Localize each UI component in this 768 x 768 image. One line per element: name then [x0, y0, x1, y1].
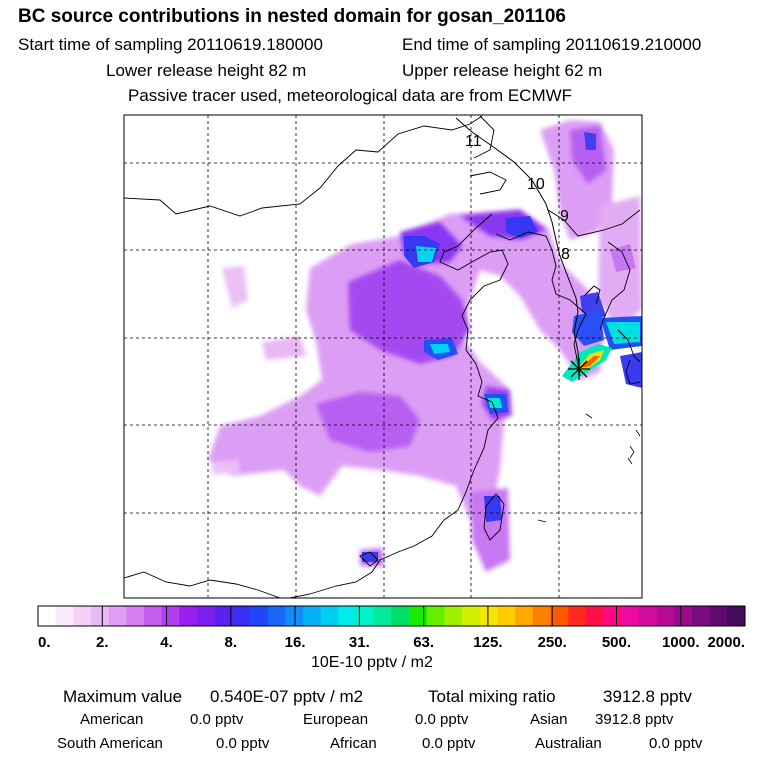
colorbar-swatch	[532, 606, 552, 626]
star-marker-icon	[568, 358, 590, 380]
region-name-asian: Asian	[530, 711, 568, 728]
trajectory-label-10: 10	[527, 176, 545, 193]
colorbar-tick-label: 2.	[96, 634, 109, 651]
colorbar-swatch	[373, 606, 392, 626]
map-frame	[123, 114, 643, 599]
max-value: 0.540E-07 pptv / m2	[210, 687, 364, 706]
colorbar-swatch	[338, 606, 357, 626]
colorbar-swatch	[55, 606, 74, 626]
colorbar-tick-label: 1000.	[662, 634, 700, 651]
colorbar-labels: 0. 2. 4. 8. 16. 31. 63. 125. 250. 500. 1000. 2000.	[38, 634, 745, 651]
colorbar-swatch	[179, 606, 198, 626]
region-name-australian: Australian	[535, 735, 602, 752]
colorbar-tick-label: 0.	[38, 634, 51, 651]
colorbar-ticks	[37, 606, 746, 626]
colorbar-swatch	[144, 606, 163, 626]
colorbar-tick-label: 31.	[349, 634, 370, 651]
colorbar-tick-label: 125.	[473, 634, 502, 651]
lower-release-height: Lower release height 82 m	[106, 61, 307, 80]
colorbar-swatch	[38, 606, 57, 626]
colorbar-tick-label: 16.	[285, 634, 306, 651]
total-mixing-value: 3912.8 pptv	[603, 687, 692, 706]
trajectory-label-11: 11	[465, 133, 482, 150]
colorbar-swatch	[285, 606, 304, 626]
receptor-marker	[568, 358, 590, 380]
colorbar-swatch	[409, 606, 428, 626]
total-mixing-label: Total mixing ratio	[428, 687, 556, 706]
region-value-australian: 0.0 pptv	[649, 735, 703, 752]
colorbar-swatch	[709, 606, 728, 626]
colorbar-tick-label: 250.	[538, 634, 567, 651]
plot-title: BC source contributions in nested domain…	[18, 6, 566, 27]
colorbar-swatch	[727, 606, 746, 626]
colorbar-swatch	[356, 606, 375, 626]
colorbar-swatch	[638, 606, 658, 626]
footprint-hotspots	[362, 132, 642, 562]
tracer-note: Passive tracer used, meteorological data…	[128, 86, 573, 105]
colorbar-swatch	[126, 606, 145, 626]
colorbar-swatch	[391, 606, 410, 626]
colorbar-tick-label: 500.	[602, 634, 631, 651]
max-value-label: Maximum value	[63, 687, 183, 706]
trajectory-path	[455, 117, 580, 370]
region-value-south-american: 0.0 pptv	[216, 735, 270, 752]
region-value-european: 0.0 pptv	[415, 711, 469, 728]
colorbar-swatch	[568, 606, 587, 626]
colorbar-swatch	[232, 606, 251, 626]
trajectory-label-8: 8	[561, 246, 570, 263]
colorbar-swatch	[656, 606, 675, 626]
colorbar-swatch	[214, 606, 233, 626]
region-name-european: European	[303, 711, 369, 728]
region-value-african: 0.0 pptv	[422, 735, 476, 752]
colorbar-swatch	[197, 606, 216, 626]
colorbar-swatch	[462, 606, 481, 626]
colorbar-swatch	[444, 606, 463, 626]
region-name-african: African	[330, 735, 377, 752]
colorbar-tick-label: 4.	[160, 634, 173, 651]
coastlines	[124, 115, 641, 598]
map-content: 11 10 9 8	[124, 115, 642, 598]
colorbar-tick-label: 63.	[413, 634, 434, 651]
colorbar-swatch	[603, 606, 622, 626]
sampling-start: Start time of sampling 20110619.180000	[18, 35, 323, 54]
colorbar-swatch	[621, 606, 640, 626]
colorbar-tick-label: 2000.	[707, 634, 745, 651]
region-name-south-american: South American	[57, 735, 163, 752]
region-name-american: American	[80, 711, 144, 728]
colorbar-swatch	[250, 606, 269, 626]
colorbar-unit-label: 10E-10 pptv / m2	[311, 654, 433, 671]
colorbar	[38, 606, 746, 626]
colorbar-swatch	[426, 606, 446, 626]
colorbar-swatch	[73, 606, 92, 626]
islands	[537, 413, 641, 523]
colorbar-tick-label: 8.	[225, 634, 238, 651]
region-value-asian: 3912.8 pptv	[595, 711, 674, 728]
colorbar-swatch	[161, 606, 180, 626]
colorbar-swatch	[585, 606, 605, 626]
colorbar-swatch	[550, 606, 569, 626]
colorbar-swatch	[479, 606, 499, 626]
colorbar-swatch	[515, 606, 534, 626]
colorbar-swatch	[108, 606, 127, 626]
sampling-end: End time of sampling 20110619.210000	[402, 35, 702, 54]
upper-release-height: Upper release height 62 m	[402, 61, 603, 80]
colorbar-swatch	[674, 606, 693, 626]
trajectory-label-9: 9	[560, 208, 569, 225]
colorbar-swatch	[267, 606, 286, 626]
colorbar-swatch	[91, 606, 110, 626]
graticule	[124, 115, 642, 598]
colorbar-swatch	[691, 606, 711, 626]
colorbar-swatch	[497, 606, 516, 626]
colorbar-swatch	[320, 606, 339, 626]
region-value-american: 0.0 pptv	[190, 711, 244, 728]
colorbar-swatch	[303, 606, 322, 626]
